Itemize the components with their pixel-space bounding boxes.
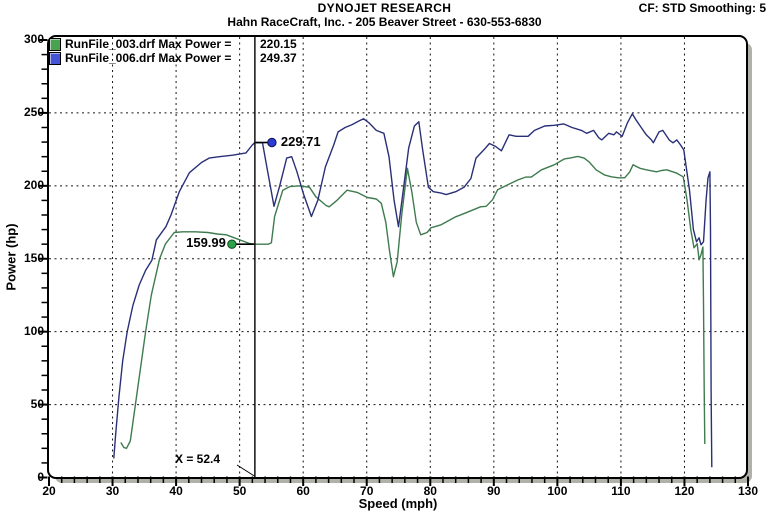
x-tick-label: 120 bbox=[674, 484, 695, 498]
page-subtitle: Hahn RaceCraft, Inc. - 205 Beaver Street… bbox=[227, 15, 542, 29]
legend-max-power-value: 220.15 bbox=[260, 37, 297, 51]
y-tick-label: 0 bbox=[37, 469, 44, 484]
legend-series-label: RunFile_003.drf Max Power = bbox=[65, 37, 232, 51]
x-tick-label: 20 bbox=[42, 484, 56, 498]
cursor-readout-value: 159.99 bbox=[186, 235, 226, 251]
x-tick-label: 110 bbox=[611, 484, 631, 498]
x-tick-label: 40 bbox=[169, 484, 183, 498]
x-axis-title: Speed (mph) bbox=[358, 496, 438, 511]
legend-series-label: RunFile_006.drf Max Power = bbox=[65, 51, 232, 65]
cf-smoothing-status: CF: STD Smoothing: 5 bbox=[638, 1, 766, 15]
y-tick-label: 150 bbox=[23, 250, 44, 265]
cursor-readout-value: 229.71 bbox=[280, 133, 321, 149]
legend-marker-green-icon bbox=[49, 37, 61, 51]
legend-row: RunFile_006.drf Max Power = 249.37 bbox=[49, 51, 297, 65]
legend-max-power-value: 249.37 bbox=[260, 51, 297, 65]
y-tick-label: 300 bbox=[23, 32, 44, 46]
y-tick-label: 200 bbox=[23, 177, 44, 192]
x-tick-label: 80 bbox=[423, 484, 437, 498]
y-axis-title: Power (hp) bbox=[3, 223, 19, 291]
x-tick-label: 100 bbox=[547, 484, 568, 498]
plot-area[interactable] bbox=[47, 35, 748, 479]
cursor-x-label: X = 52.4 bbox=[175, 452, 221, 466]
x-tick-label: 30 bbox=[105, 484, 120, 498]
page-title: DYNOJET RESEARCH bbox=[317, 1, 452, 15]
x-tick-label: 50 bbox=[232, 484, 247, 498]
legend: RunFile_003.drf Max Power = 220.15 RunFi… bbox=[49, 37, 297, 65]
x-tick-label: 60 bbox=[296, 484, 310, 498]
x-tick-label: 130 bbox=[737, 484, 759, 498]
legend-marker-blue-icon bbox=[49, 51, 61, 65]
x-tick-label: 70 bbox=[360, 484, 374, 498]
y-tick-label: 250 bbox=[23, 104, 44, 119]
legend-row: RunFile_003.drf Max Power = 220.15 bbox=[49, 37, 297, 51]
y-tick-label: 100 bbox=[23, 323, 44, 338]
x-tick-label: 90 bbox=[487, 484, 501, 498]
y-tick-label: 50 bbox=[30, 396, 44, 411]
